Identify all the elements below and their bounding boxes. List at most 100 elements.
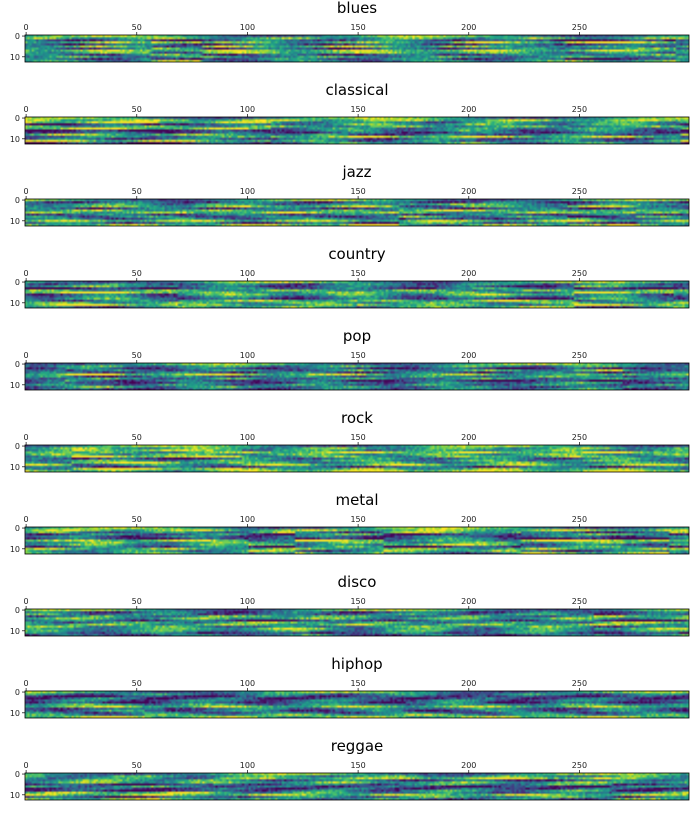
- x-tick-label: 0: [24, 515, 29, 524]
- x-tick-label: 250: [572, 761, 587, 770]
- panel-title: reggae: [330, 737, 384, 755]
- x-tick-label: 200: [461, 515, 476, 524]
- heatmap-image: [25, 445, 689, 472]
- x-tick: 200: [461, 679, 476, 691]
- axes-frame: [24, 34, 690, 63]
- y-tick-label: 0: [15, 524, 20, 533]
- panel-blues: blues 0 50 100 150 200 250 0 10: [0, 0, 700, 82]
- y-tick-label: 0: [15, 770, 20, 779]
- x-tick-label: 100: [240, 597, 255, 606]
- y-tick: 10: [10, 381, 25, 390]
- panel-hiphop: hiphop 0 50 100 150 200 250 0 10: [0, 656, 700, 738]
- heatmap-image: [25, 691, 689, 718]
- axes-frame: [24, 198, 690, 227]
- y-tick: 0: [15, 442, 25, 451]
- x-tick-label: 150: [350, 23, 365, 32]
- x-tick: 50: [132, 351, 142, 363]
- x-tick: 250: [572, 679, 587, 691]
- axes-frame: [24, 444, 690, 473]
- y-tick: 10: [10, 791, 25, 800]
- x-tick: 250: [572, 761, 587, 773]
- y-tick-label: 10: [10, 53, 20, 62]
- x-tick: 200: [461, 761, 476, 773]
- y-tick-label: 0: [15, 442, 20, 451]
- heatmap-plot: 0 50 100 150 200 250 0 10: [10, 269, 690, 309]
- x-tick-label: 0: [24, 105, 29, 114]
- panel-title: hiphop: [331, 655, 383, 673]
- x-tick: 100: [240, 351, 255, 363]
- panel-title: pop: [342, 327, 372, 345]
- x-tick: 0: [24, 105, 29, 117]
- x-tick-label: 100: [240, 23, 255, 32]
- y-tick: 10: [10, 545, 25, 554]
- y-tick-label: 10: [10, 545, 20, 554]
- panel-title: country: [328, 245, 386, 263]
- heatmap-plot: 0 50 100 150 200 250 0 10: [10, 515, 690, 555]
- x-tick-label: 0: [24, 597, 29, 606]
- panel-country: country 0 50 100 150 200 250 0 10: [0, 246, 700, 328]
- x-tick-label: 150: [350, 351, 365, 360]
- x-tick-label: 0: [24, 269, 29, 278]
- x-tick-label: 150: [350, 269, 365, 278]
- x-tick: 200: [461, 105, 476, 117]
- x-tick: 50: [132, 515, 142, 527]
- x-tick: 100: [240, 761, 255, 773]
- panel-title: metal: [335, 491, 379, 509]
- x-tick: 100: [240, 269, 255, 281]
- y-tick-label: 10: [10, 217, 20, 226]
- panel-classical: classical 0 50 100 150 200 250 0 10: [0, 82, 700, 164]
- y-tick-label: 0: [15, 32, 20, 41]
- panel-title: rock: [341, 409, 373, 427]
- x-tick-label: 0: [24, 433, 29, 442]
- panel-rock: rock 0 50 100 150 200 250 0 10: [0, 410, 700, 492]
- x-tick: 250: [572, 23, 587, 35]
- y-tick-label: 0: [15, 688, 20, 697]
- x-tick-label: 0: [24, 187, 29, 196]
- x-tick-label: 100: [240, 351, 255, 360]
- x-tick: 150: [350, 105, 366, 117]
- panel-title: jazz: [342, 163, 372, 181]
- x-tick-label: 100: [240, 105, 255, 114]
- x-tick-label: 150: [350, 515, 365, 524]
- heatmap-image: [25, 363, 689, 390]
- y-tick: 10: [10, 627, 25, 636]
- heatmap-plot: 0 50 100 150 200 250 0 10: [10, 23, 690, 63]
- x-tick-label: 100: [240, 433, 255, 442]
- x-tick: 50: [132, 433, 142, 445]
- x-tick: 0: [24, 515, 29, 527]
- x-tick: 50: [132, 105, 142, 117]
- x-tick-label: 200: [461, 433, 476, 442]
- x-tick-label: 250: [572, 351, 587, 360]
- x-tick-label: 200: [461, 761, 476, 770]
- x-tick: 0: [24, 433, 29, 445]
- x-tick-label: 50: [132, 433, 142, 442]
- heatmap-image: [25, 199, 689, 226]
- x-tick-label: 250: [572, 269, 587, 278]
- x-tick-label: 0: [24, 23, 29, 32]
- x-tick: 250: [572, 269, 587, 281]
- x-tick-label: 50: [132, 597, 142, 606]
- panel-title: classical: [325, 81, 389, 99]
- x-tick-label: 250: [572, 597, 587, 606]
- x-tick-label: 50: [132, 105, 142, 114]
- y-tick: 0: [15, 524, 25, 533]
- x-tick: 200: [461, 269, 476, 281]
- x-tick-label: 250: [572, 679, 587, 688]
- heatmap-plot: 0 50 100 150 200 250 0 10: [10, 597, 690, 637]
- y-tick: 10: [10, 53, 25, 62]
- panel-metal: metal 0 50 100 150 200 250 0 10: [0, 492, 700, 574]
- y-tick: 0: [15, 278, 25, 287]
- y-tick-label: 10: [10, 381, 20, 390]
- y-tick: 0: [15, 360, 25, 369]
- y-tick-label: 0: [15, 606, 20, 615]
- x-tick-label: 200: [461, 351, 476, 360]
- axes-frame: [24, 608, 690, 637]
- x-tick: 0: [24, 679, 29, 691]
- y-tick: 0: [15, 114, 25, 123]
- x-tick-label: 150: [350, 105, 365, 114]
- x-tick: 250: [572, 187, 587, 199]
- axes-frame: [24, 526, 690, 555]
- y-tick: 10: [10, 299, 25, 308]
- x-tick-label: 250: [572, 23, 587, 32]
- x-tick-label: 100: [240, 269, 255, 278]
